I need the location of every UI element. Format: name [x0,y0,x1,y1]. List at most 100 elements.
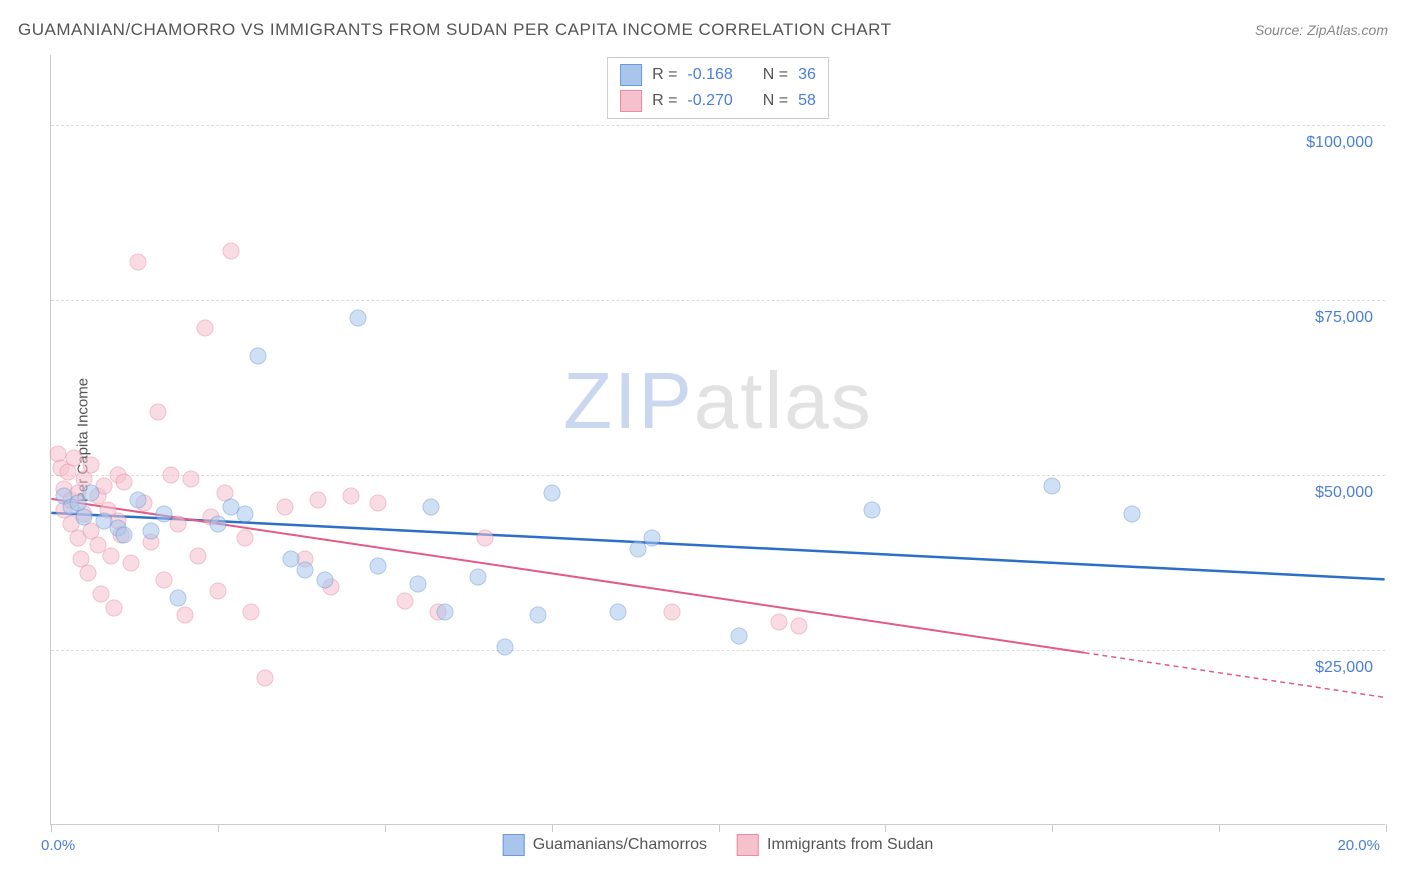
x-tick [885,824,886,832]
legend-swatch-blue [620,64,642,86]
gridline [51,300,1385,301]
scatter-point [249,348,266,365]
gridline [51,650,1385,651]
scatter-point [129,253,146,270]
scatter-point [396,593,413,610]
scatter-point [83,456,100,473]
legend-label-0: Guamanians/Chamorros [533,836,707,854]
x-tick [719,824,720,832]
scatter-point [296,561,313,578]
source-attribution: Source: ZipAtlas.com [1255,22,1388,38]
scatter-point [156,572,173,589]
scatter-point [169,516,186,533]
scatter-point [1124,505,1141,522]
r-value-0: -0.168 [687,66,732,84]
x-tick [51,824,52,832]
legend-item-0: Guamanians/Chamorros [503,834,707,856]
scatter-point [410,575,427,592]
scatter-point [106,600,123,617]
x-tick [1219,824,1220,832]
r-label: R = [652,66,677,84]
scatter-point [423,498,440,515]
x-axis-min-label: 0.0% [41,837,75,854]
scatter-point [790,617,807,634]
header-row: GUAMANIAN/CHAMORRO VS IMMIGRANTS FROM SU… [18,20,1388,40]
scatter-point [149,404,166,421]
legend-swatch-pink [737,834,759,856]
x-tick [385,824,386,832]
scatter-point [116,474,133,491]
scatter-point [310,491,327,508]
scatter-point [123,554,140,571]
scatter-point [236,530,253,547]
scatter-point [276,498,293,515]
scatter-point [176,607,193,624]
gridline [51,125,1385,126]
scatter-point [209,582,226,599]
scatter-point [169,589,186,606]
scatter-point [196,320,213,337]
legend-swatch-pink [620,90,642,112]
scatter-point [343,488,360,505]
scatter-point [864,502,881,519]
scatter-point [163,467,180,484]
legend-label-1: Immigrants from Sudan [767,836,933,854]
watermark: ZIPatlas [563,355,872,447]
scatter-point [83,484,100,501]
r-value-1: -0.270 [687,92,732,110]
scatter-point [183,470,200,487]
legend-swatch-blue [503,834,525,856]
chart-area: Per Capita Income $25,000$50,000$75,000$… [50,55,1385,825]
scatter-point [530,607,547,624]
gridline [51,475,1385,476]
scatter-point [143,523,160,540]
scatter-point [93,586,110,603]
scatter-point [236,505,253,522]
scatter-point [256,670,273,687]
y-tick-label: $100,000 [1306,134,1373,152]
scatter-point [470,568,487,585]
scatter-point [116,526,133,543]
scatter-point [129,491,146,508]
scatter-point [156,505,173,522]
stats-row-0: R = -0.168 N = 36 [620,62,816,88]
n-value-0: 36 [798,66,816,84]
n-label: N = [763,66,788,84]
x-tick [1052,824,1053,832]
scatter-point [103,547,120,564]
watermark-atlas: atlas [694,356,873,445]
scatter-point [76,509,93,526]
y-tick-label: $75,000 [1315,309,1373,327]
r-label: R = [652,92,677,110]
bottom-legend: Guamanians/Chamorros Immigrants from Sud… [503,834,934,856]
scatter-point [436,603,453,620]
scatter-point [370,495,387,512]
scatter-point [209,516,226,533]
scatter-point [189,547,206,564]
x-tick [218,824,219,832]
scatter-point [610,603,627,620]
scatter-point [496,638,513,655]
scatter-point [476,530,493,547]
scatter-point [350,309,367,326]
scatter-point [370,558,387,575]
scatter-point [316,572,333,589]
y-tick-label: $50,000 [1315,484,1373,502]
x-tick [552,824,553,832]
scatter-point [543,484,560,501]
scatter-point [643,530,660,547]
y-tick-label: $25,000 [1315,659,1373,677]
n-label: N = [763,92,788,110]
scatter-point [66,449,83,466]
legend-item-1: Immigrants from Sudan [737,834,933,856]
stats-row-1: R = -0.270 N = 58 [620,88,816,114]
trend-lines [51,55,1385,824]
n-value-1: 58 [798,92,816,110]
watermark-zip: ZIP [563,356,693,445]
scatter-point [730,628,747,645]
scatter-point [1044,477,1061,494]
stats-legend: R = -0.168 N = 36 R = -0.270 N = 58 [607,57,829,119]
x-tick [1386,824,1387,832]
scatter-point [663,603,680,620]
scatter-point [79,565,96,582]
